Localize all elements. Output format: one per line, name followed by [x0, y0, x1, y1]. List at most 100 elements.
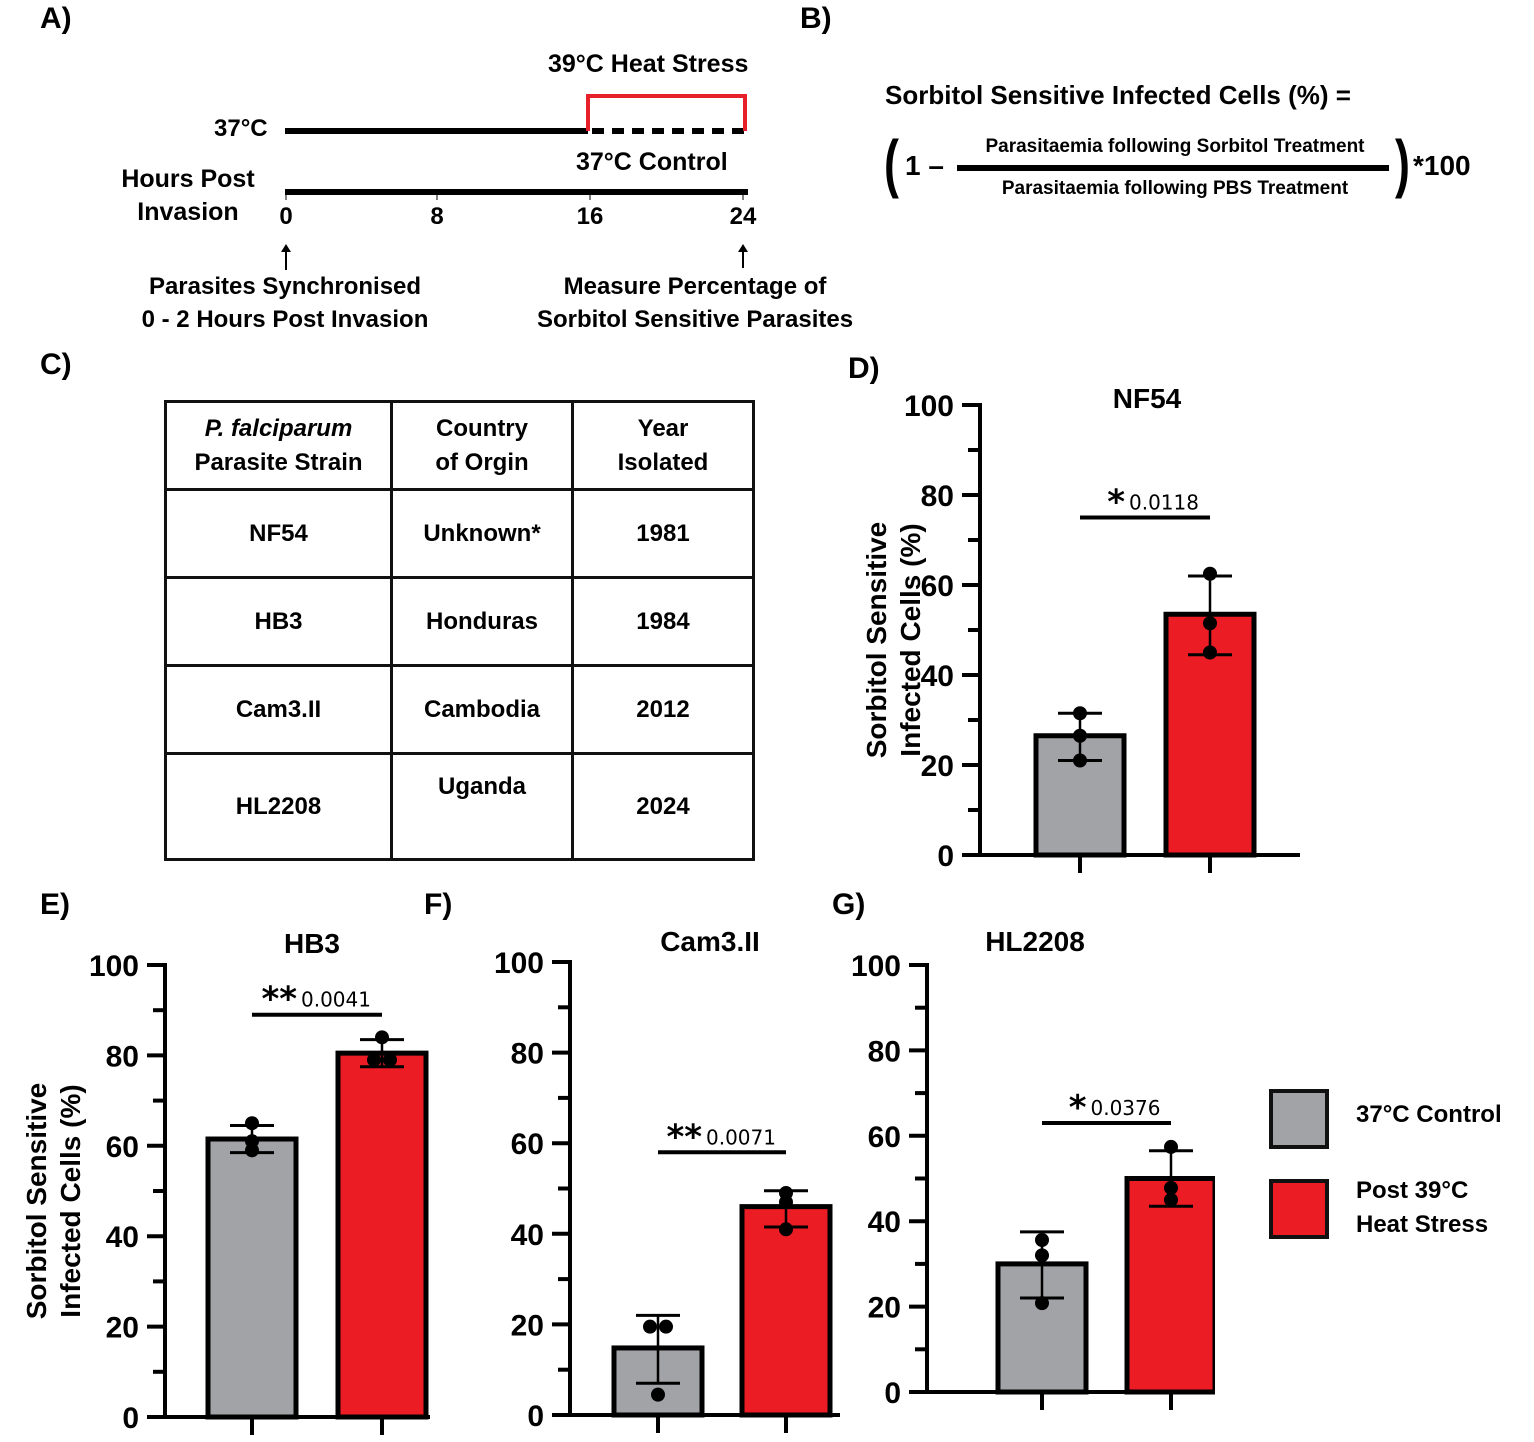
header-country-line1: Country: [436, 414, 528, 442]
panel-label-g: G): [832, 888, 866, 921]
heat-stress-label: 39°C Heat Stress: [548, 50, 749, 78]
table-row: HB3 Honduras 1984: [164, 576, 755, 667]
start-note: Parasites Synchronised 0 - 2 Hours Post …: [90, 270, 480, 336]
y-tick-label: 60: [511, 1128, 544, 1161]
arrow-up-icon: [281, 244, 291, 270]
y-tick-label: 20: [868, 1292, 901, 1325]
data-point: [1073, 753, 1087, 768]
data-point: [779, 1222, 793, 1237]
data-point: [1203, 616, 1217, 631]
panel-label-f: F): [424, 888, 453, 921]
y-tick-label: 80: [106, 1040, 139, 1073]
header-year-line2: Isolated: [617, 448, 709, 476]
data-point: [779, 1195, 793, 1210]
formula-times: *100: [1413, 150, 1471, 181]
timeline-diagram: [281, 94, 748, 270]
formula-lhs: Sorbitol Sensitive Infected Cells (%) =: [885, 80, 1351, 110]
y-tick-label: 40: [921, 660, 954, 693]
significance-stars: **: [666, 1117, 702, 1157]
panel-label-c: C): [40, 348, 72, 381]
legend-label-control-line1: 37°C Control: [1356, 1101, 1502, 1128]
y-tick-label: 60: [868, 1121, 901, 1154]
hour-tick-label: 16: [576, 203, 604, 230]
header-country-line2: of Orgin: [435, 448, 529, 476]
data-point: [367, 1052, 381, 1067]
header-year-line1: Year: [637, 414, 689, 442]
table-cell: HL2208: [164, 752, 393, 861]
hours-axis-title: Hours Post Invasion: [108, 163, 268, 229]
heat-stress-bracket: [586, 94, 747, 131]
formula-denominator: Parasitaemia following PBS Treatment: [1001, 178, 1349, 199]
end-note-line1: Measure Percentage of: [563, 273, 827, 300]
table-header-cell: Country of Orgin: [390, 400, 574, 491]
formula-numerator: Parasitaemia following Sorbitol Treatmen…: [985, 136, 1365, 157]
table-cell: Cambodia: [390, 664, 574, 755]
bar-control: [205, 1136, 299, 1420]
data-point: [1073, 728, 1087, 743]
table-cell: 1981: [571, 488, 755, 579]
y-tick-label: 80: [868, 1035, 901, 1068]
legend-label-heat-stress: Post 39°C Heat Stress: [1356, 1174, 1488, 1242]
y-tick-label: 0: [527, 1400, 544, 1433]
chart-title: HB3: [284, 928, 340, 959]
y-tick-label: 40: [868, 1206, 901, 1239]
p-value-label: 0.0071: [706, 1125, 776, 1149]
formula-fraction-bar: [957, 165, 1389, 171]
data-point: [1073, 706, 1087, 721]
bar-heat-stress: [335, 1050, 429, 1420]
data-point: [375, 1030, 389, 1045]
p-value-label: 0.0118: [1129, 491, 1199, 515]
data-point: [245, 1143, 259, 1158]
start-note-line1: Parasites Synchronised: [148, 273, 422, 300]
formula-close-paren: ): [1395, 127, 1410, 199]
end-note: Measure Percentage of Sorbitol Sensitive…: [495, 270, 895, 336]
data-point: [1035, 1232, 1049, 1247]
y-tick-label: 0: [884, 1377, 901, 1410]
table-row: Cam3.II Cambodia 2012: [164, 664, 755, 755]
hours-axis-title-line2: Invasion: [137, 198, 239, 226]
data-point: [1203, 645, 1217, 660]
chart-title: HL2208: [985, 926, 1085, 957]
y-tick-label: 100: [851, 950, 901, 983]
y-tick-label: 40: [106, 1221, 139, 1254]
hour-tick-label: 0: [279, 203, 293, 230]
chart-title: Cam3.II: [660, 926, 760, 957]
y-axis-label: Sorbitol Sensitive: [861, 522, 892, 759]
data-point: [383, 1052, 397, 1067]
table-row: HL2208 Uganda 2024: [164, 752, 755, 861]
p-value-label: 0.0376: [1091, 1096, 1161, 1120]
data-point: [643, 1319, 657, 1334]
data-point: [1164, 1192, 1178, 1207]
table-cell: HB3: [164, 576, 393, 667]
chart-hb3: HB3 0 20 40 60 80 100 Sorbitol Sensitive Infecte…: [21, 928, 430, 1435]
control-label: 37°C Control: [576, 148, 728, 176]
arrow-up-icon: [738, 244, 748, 268]
hours-axis-title-line1: Hours Post: [121, 165, 255, 193]
significance-stars: *: [1107, 483, 1125, 523]
table-header-row: P. falciparum Parasite Strain Country of O…: [164, 400, 755, 491]
baseline-temp-label: 37°C: [214, 115, 268, 142]
panel-label-d: D): [848, 352, 880, 385]
table-row: NF54 Unknown* 1981: [164, 488, 755, 579]
data-point: [659, 1319, 673, 1334]
y-tick-label: 100: [904, 390, 954, 423]
y-tick-label: 80: [511, 1038, 544, 1071]
table-header-cell: P. falciparum Parasite Strain: [164, 400, 393, 491]
formula-open-paren: (: [884, 127, 899, 199]
legend-label-heat-line2: Heat Stress: [1356, 1211, 1489, 1238]
y-tick-label: 40: [511, 1219, 544, 1252]
hour-tick-label: 24: [729, 203, 757, 230]
table-cell: Unknown*: [390, 488, 574, 579]
end-note-line2: Sorbitol Sensitive Parasites: [536, 306, 854, 333]
y-tick-label: 20: [511, 1309, 544, 1342]
data-point: [245, 1116, 259, 1131]
significance-stars: *: [1069, 1088, 1087, 1128]
y-tick-label: 60: [921, 570, 954, 603]
chart-nf54: NF54 0 20 40 60 80 100 Sorbitol Sensitive Infect…: [861, 383, 1300, 873]
table-cell: 2024: [571, 752, 755, 861]
y-tick-label: 20: [921, 750, 954, 783]
data-point: [1203, 566, 1217, 581]
y-tick-label: 20: [106, 1312, 139, 1345]
data-point: [1035, 1248, 1049, 1263]
start-note-line2: 0 - 2 Hours Post Invasion: [141, 306, 429, 333]
